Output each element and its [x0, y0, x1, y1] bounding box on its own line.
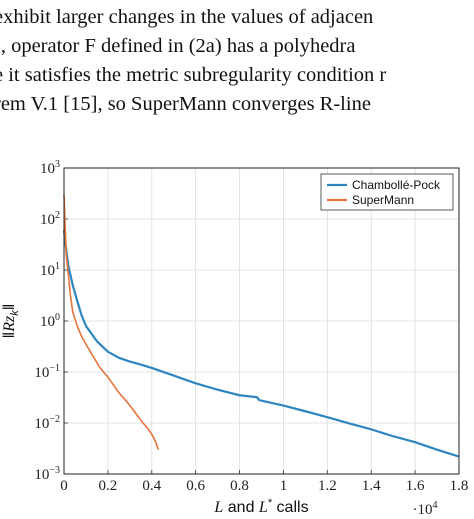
y-axis-label: ‖Rzk‖: [1, 304, 21, 339]
x-axis-label: L and L* calls: [213, 497, 308, 516]
legend-label: SuperMann: [352, 193, 414, 207]
paper-text-line-4: rem V.1 [15], so SuperMann converges R-l…: [0, 93, 371, 115]
x-tick-label: 1.4: [362, 478, 381, 494]
y-tick-label: 103: [40, 159, 60, 177]
x-tick-label: 1.8: [450, 478, 469, 494]
paper-text-line-2: ), operator F defined in (2a) has a poly…: [0, 35, 356, 57]
paper-text-line-1: exhibit larger changes in the values of …: [0, 6, 374, 28]
x-tick-label: 0.2: [99, 478, 118, 494]
paper-text-line-3: e it satisfies the metric subregularity …: [0, 64, 387, 86]
legend-label: Chambollé-Pock: [352, 178, 441, 192]
x-tick-label: 0.4: [142, 478, 161, 494]
x-tick-label: 1.2: [318, 478, 337, 494]
y-tick-label: 101: [40, 261, 60, 279]
x-tick-label: 1: [280, 478, 288, 494]
x-multiplier-label: ·104: [413, 500, 438, 518]
y-tick-label: 10−2: [34, 414, 60, 432]
x-tick-label: 0.8: [230, 478, 249, 494]
legend-box: [320, 173, 454, 211]
y-tick-label: 100: [40, 312, 60, 330]
series-line-supermann: [63, 194, 160, 450]
x-tick-label: 1.6: [406, 478, 425, 494]
y-tick-label: 102: [40, 210, 60, 228]
y-tick-label: 10−1: [34, 363, 60, 381]
plot-frame: [63, 167, 460, 475]
y-tick-label: 10−3: [34, 465, 60, 483]
x-tick-label: 0.6: [186, 478, 205, 494]
series-line-chambolle-pock: [62, 230, 460, 458]
x-tick-label: 0: [60, 478, 68, 494]
